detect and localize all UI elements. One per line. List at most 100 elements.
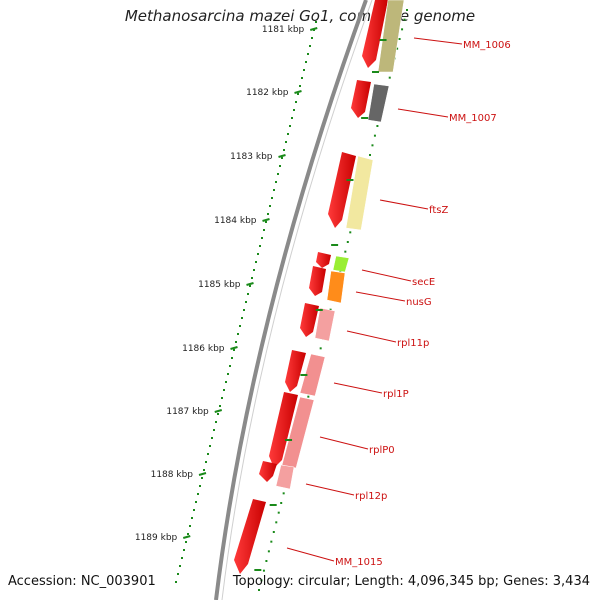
scale-dot [185, 541, 187, 543]
gene-labels: MM_1006 MM_1007 ftsZ secE nusG rpl11p rpl1P rpl… [286, 37, 511, 568]
scale-dot [179, 565, 181, 567]
scale-dot [311, 37, 313, 39]
scale-dot [183, 549, 185, 551]
scale-dot [271, 197, 273, 199]
cds-arrow [300, 303, 319, 337]
scale-dot [205, 461, 207, 463]
outer-dot [344, 250, 347, 253]
outer-dot [307, 395, 310, 398]
scale-dot [223, 389, 225, 391]
scale-dot [313, 29, 315, 31]
scale-dot [259, 245, 261, 247]
genome-backbone [214, 0, 368, 600]
scale-dot [193, 509, 195, 511]
gene-label: rplP0 [369, 445, 395, 456]
scale-dot [289, 125, 291, 127]
scale-label: 1187 kbp [166, 407, 209, 417]
gene-label: MM_1007 [449, 113, 497, 124]
scale-dot [207, 453, 209, 455]
scale-dot [303, 69, 305, 71]
genome-backbone-highlight [221, 0, 373, 600]
outer-dot [319, 347, 322, 350]
scale-dot [219, 405, 221, 407]
scale-tick [230, 346, 238, 350]
leader-line [346, 330, 397, 343]
scale-dot [221, 397, 223, 399]
gene-label: nusG [406, 297, 432, 308]
outer-dot [280, 502, 283, 504]
leader-line [333, 382, 383, 394]
cds-arrow [328, 152, 356, 228]
outer-dot [346, 241, 349, 243]
cds-arrow [351, 80, 371, 118]
scale-dot [257, 253, 259, 255]
scale-dot [265, 221, 267, 223]
outer-dot [371, 144, 374, 147]
outer-dot [349, 231, 352, 234]
scale-tick [294, 90, 302, 94]
outer-dot [406, 9, 408, 11]
scale-axis: 1181 kbp 1182 kbp 1183 kbp 1184 kbp 1185 kbp… [135, 21, 318, 583]
inner-ring-dashes [254, 39, 387, 571]
scale-dot [235, 341, 237, 343]
leader-line [305, 483, 355, 496]
cog-box [314, 307, 336, 342]
scale-dot [181, 557, 183, 559]
scale-tick [309, 27, 318, 31]
scale-dot [255, 261, 257, 263]
scale-dot [275, 181, 277, 183]
cog-box [377, 0, 405, 73]
scale-dot [233, 349, 235, 351]
scale-dot [187, 533, 189, 535]
scale-dot [243, 309, 245, 311]
outer-dot [258, 589, 260, 591]
scale-dot [197, 493, 199, 495]
outer-dot [376, 125, 379, 127]
scale-dot [309, 45, 311, 47]
gene-label: rpl11p [397, 338, 429, 349]
scale-dot [299, 85, 301, 87]
scale-dot [287, 133, 289, 135]
scale-dot [251, 277, 253, 279]
outer-dot [396, 47, 399, 50]
outer-dot [270, 540, 273, 543]
outer-dot [329, 308, 332, 311]
scale-dot [281, 157, 283, 159]
cds-track [234, 0, 388, 574]
scale-dot [239, 325, 241, 327]
scale-dot [203, 469, 205, 471]
outer-dot [369, 154, 371, 156]
leader-line [355, 291, 406, 302]
scale-tick [182, 535, 191, 539]
topology-text: Topology: circular; Length: 4,096,345 bp… [232, 574, 590, 589]
scale-dot [315, 21, 317, 23]
gene-label: rpl12p [355, 491, 387, 502]
outer-dot [277, 511, 280, 514]
scale-dot [249, 285, 251, 287]
cds-arrow [316, 252, 331, 268]
leader-line [319, 436, 369, 450]
scale-dot [307, 53, 309, 55]
scale-dot [269, 205, 271, 207]
scale-dot [279, 165, 281, 167]
scale-dot [189, 525, 191, 527]
scale-dot [297, 93, 299, 95]
scale-dot [247, 293, 249, 295]
scale-dot [201, 477, 203, 479]
scale-dot [231, 357, 233, 359]
cds-arrow [269, 392, 298, 468]
gene-label: ftsZ [429, 205, 448, 216]
scale-dot [175, 581, 177, 583]
outer-dot [398, 38, 401, 40]
accession-text: Accession: NC_003901 [8, 574, 156, 589]
outer-dot [275, 521, 278, 524]
gene-label: MM_1015 [335, 557, 383, 568]
scale-dot [291, 117, 293, 119]
cog-track [275, 0, 405, 490]
cds-arrow [259, 461, 277, 482]
scale-label: 1185 kbp [198, 280, 241, 290]
cog-box [332, 255, 350, 273]
scale-dot [285, 141, 287, 143]
scale-label: 1186 kbp [182, 344, 225, 354]
